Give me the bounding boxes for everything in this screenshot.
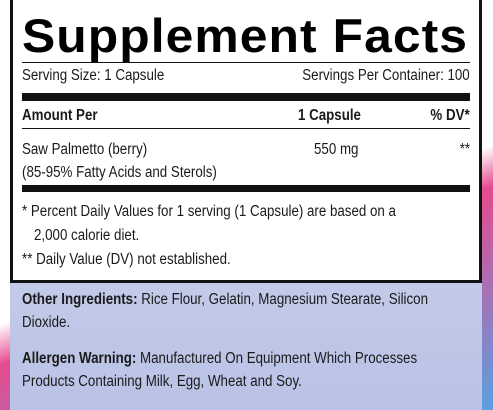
footnote: 2,000 calorie diet. <box>34 227 140 244</box>
facts-panel <box>10 0 482 283</box>
title: Supplement Facts <box>22 9 469 62</box>
ingredient-name: Saw Palmetto (berry) <box>22 141 148 158</box>
header-cell: % DV* <box>430 107 470 124</box>
ingredient-dv: ** <box>459 141 470 158</box>
label: Other Ingredients: <box>22 291 138 308</box>
rule <box>22 93 470 101</box>
info-panel <box>10 283 482 410</box>
other-ingredients: Other Ingredients: Rice Flour, Gelatin, … <box>22 288 452 334</box>
servings-per-container: Servings Per Container: 100 <box>302 67 470 84</box>
footnote: ** Daily Value (DV) not established. <box>22 251 231 268</box>
header-cell: Amount Per <box>22 107 98 124</box>
footnote: * Percent Daily Values for 1 serving (1 … <box>22 203 396 220</box>
header-cell: 1 Capsule <box>298 107 361 124</box>
label: Allergen Warning: <box>22 350 137 367</box>
allergen-warning: Allergen Warning: Manufactured On Equipm… <box>22 347 452 393</box>
rule <box>22 62 470 63</box>
text: Rice Flour, Gelatin, Magnesium Stearate,… <box>22 291 428 331</box>
ingredient-note: (85-95% Fatty Acids and Sterols) <box>22 164 217 181</box>
ingredient-amount: 550 mg <box>314 141 359 158</box>
rule <box>22 128 470 129</box>
rule <box>22 185 470 192</box>
serving-size: Serving Size: 1 Capsule <box>22 67 165 84</box>
text: Manufactured On Equipment Which Processe… <box>22 350 418 390</box>
